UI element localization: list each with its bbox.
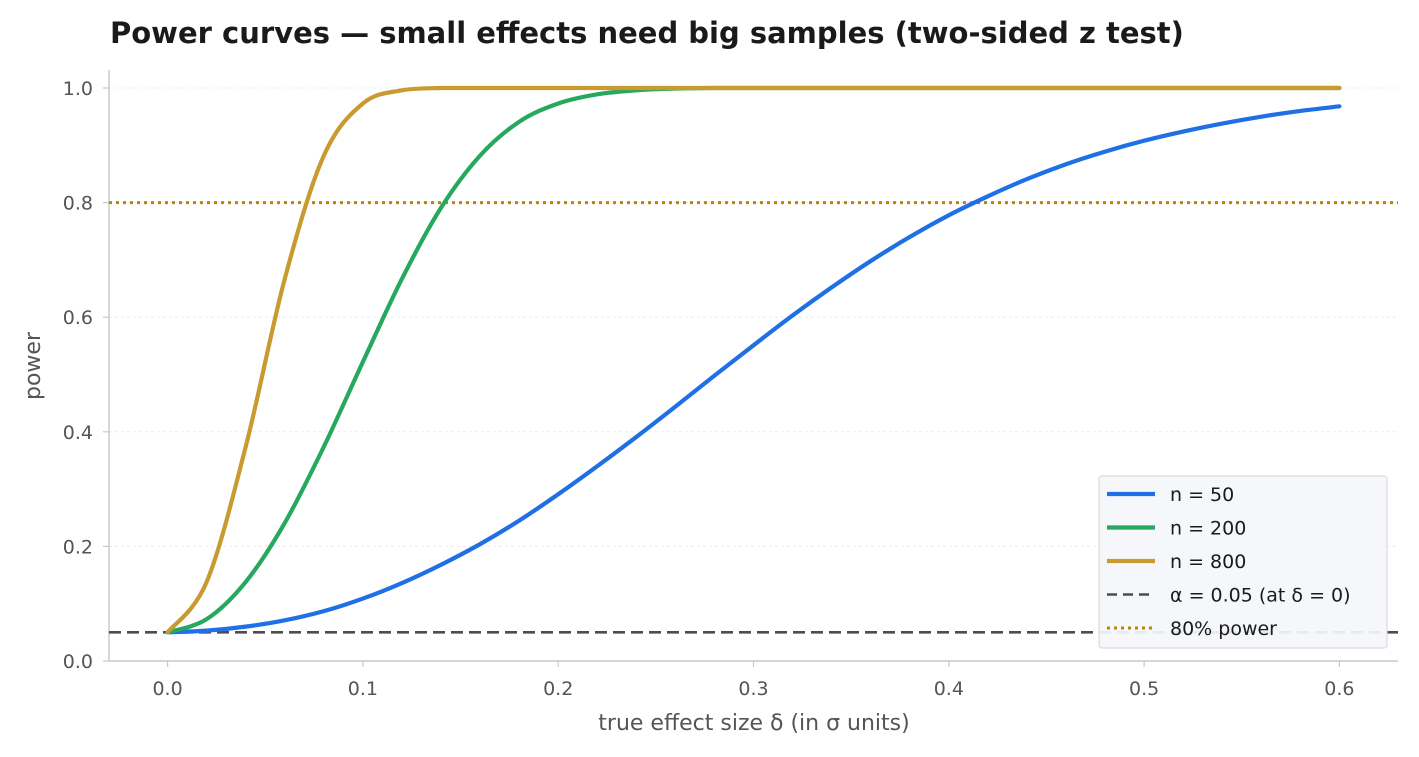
y-axis-label: power [21, 331, 46, 400]
axes-layer: 0.0 0.2 0.4 0.6 0.8 1.0 0.0 0.1 0.2 0.3 0.4 0.5 0.6 [63, 70, 1398, 700]
y-tick-label: 0.2 [63, 536, 93, 558]
legend-label: n = 200 [1170, 518, 1246, 540]
x-tick-label: 0.6 [1324, 678, 1354, 700]
y-tick-label: 0.0 [63, 651, 93, 673]
reference-lines [109, 201, 1398, 634]
series-layer [165, 85, 1342, 635]
y-tick-label: 0.6 [63, 307, 93, 329]
legend-label: n = 800 [1170, 551, 1246, 573]
x-tick-label: 0.4 [934, 678, 964, 700]
legend-box [1098, 475, 1388, 649]
x-tick-label: 0.0 [152, 678, 182, 700]
x-axis-label: true effect size δ (in σ units) [598, 711, 909, 736]
legend-label: 80% power [1170, 618, 1277, 640]
series-line-n50 [165, 104, 1342, 635]
legend-label: n = 50 [1170, 484, 1234, 506]
chart-title: Power curves — small effects need big sa… [110, 16, 1184, 50]
x-tick-label: 0.1 [348, 678, 378, 700]
y-tick-label: 0.4 [63, 422, 93, 444]
x-tick-label: 0.2 [543, 678, 573, 700]
y-tick-label: 1.0 [63, 78, 93, 100]
x-tick-label: 0.5 [1129, 678, 1159, 700]
x-tick-label: 0.3 [738, 678, 768, 700]
y-tick-label: 0.8 [63, 193, 93, 215]
legend-label: α = 0.05 (at δ = 0) [1170, 585, 1351, 607]
legend: n = 50 n = 200 n = 800 α = 0.05 (at δ = 0) 8… [1098, 475, 1388, 649]
series-line-n800 [165, 85, 1342, 635]
